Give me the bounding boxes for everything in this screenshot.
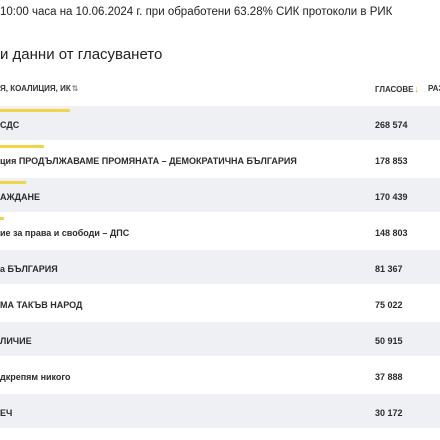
header-votes[interactable]: ГЛАСОВЕ↓ xyxy=(375,84,419,94)
party-votes: 170 439 xyxy=(375,192,408,202)
vote-share-bar xyxy=(0,145,44,148)
party-name: СДС xyxy=(0,120,20,130)
sort-arrows-icon[interactable]: ⇅ xyxy=(71,84,79,93)
party-votes: 50 915 xyxy=(375,336,403,346)
table-row[interactable]: ция ПРОДЪЛЖАВАМЕ ПРОМЯНАТА – ДЕМОКРАТИЧН… xyxy=(0,142,440,176)
party-votes: 75 022 xyxy=(375,300,403,310)
party-name: ция ПРОДЪЛЖАВАМЕ ПРОМЯНАТА – ДЕМОКРАТИЧН… xyxy=(0,156,297,166)
header-third-label: РАЗ xyxy=(428,84,440,93)
status-line: 10:00 часа на 10.06.2024 г. при обработе… xyxy=(0,6,393,18)
header-third-column[interactable]: РАЗ xyxy=(428,84,440,93)
header-party-name[interactable]: я, коалиция, ИК⇅ xyxy=(0,84,78,93)
party-name: а БЪЛГАРИЯ xyxy=(0,264,58,274)
party-name: МА ТАКЪВ НАРОД xyxy=(0,300,83,310)
vote-share-bar xyxy=(0,217,4,220)
party-name: АЖДАНЕ xyxy=(0,192,41,202)
table-row[interactable]: ЛИЧИЕ 50 915 xyxy=(0,322,440,356)
table-row[interactable]: МА ТАКЪВ НАРОД 75 022 xyxy=(0,286,440,320)
party-name: ЛИЧИЕ xyxy=(0,336,32,346)
party-votes: 30 172 xyxy=(375,408,403,418)
header-votes-label: ГЛАСОВЕ xyxy=(375,85,414,94)
party-votes: 268 574 xyxy=(375,120,408,130)
party-name: ЕЧ xyxy=(0,408,13,418)
party-name: ие за права и свободи – ДПС xyxy=(0,228,130,238)
results-table-body: СДС 268 574 ция ПРОДЪЛЖАВАМЕ ПРОМЯНАТА – Д… xyxy=(0,106,440,430)
vote-share-bar xyxy=(0,181,26,184)
party-votes: 178 853 xyxy=(375,156,408,166)
party-name: дкрепям никого xyxy=(0,372,71,382)
table-row[interactable]: дкрепям никого 37 888 xyxy=(0,358,440,392)
party-votes: 81 367 xyxy=(375,264,403,274)
table-row[interactable]: а БЪЛГАРИЯ 81 367 xyxy=(0,250,440,284)
table-row[interactable]: СДС 268 574 xyxy=(0,106,440,140)
table-header: я, коалиция, ИК⇅ ГЛАСОВЕ↓ РАЗ xyxy=(0,84,440,100)
table-row[interactable]: ЕЧ 30 172 xyxy=(0,394,440,428)
table-row[interactable]: ие за права и свободи – ДПС 148 803 xyxy=(0,214,440,248)
party-votes: 37 888 xyxy=(375,372,403,382)
vote-share-bar xyxy=(0,109,70,112)
table-row[interactable]: АЖДАНЕ 170 439 xyxy=(0,178,440,212)
section-title: и данни от гласуването xyxy=(0,46,163,63)
header-party-name-label: я, коалиция, ИК xyxy=(0,84,71,93)
party-votes: 148 803 xyxy=(375,228,408,238)
sort-down-arrow-icon[interactable]: ↓ xyxy=(414,84,419,94)
